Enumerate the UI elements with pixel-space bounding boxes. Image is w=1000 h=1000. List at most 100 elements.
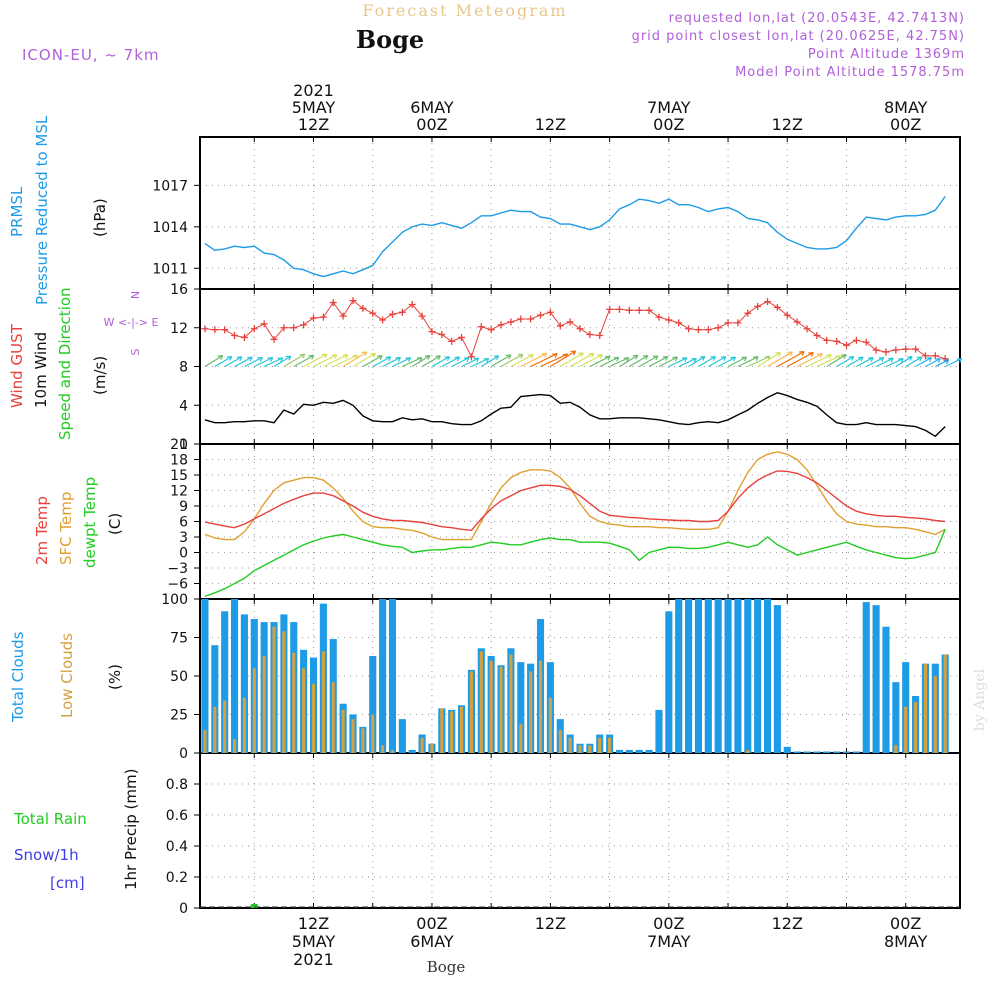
wind-arrow-head: [888, 357, 894, 363]
gust-marker: [408, 301, 416, 308]
low-cloud-bar: [746, 749, 750, 753]
precip-labels: Total Rain Snow/1h [cm] 1hr Precip (mm): [13, 769, 140, 892]
wind-arrow-head: [826, 354, 832, 360]
time-label-top: 12Z: [535, 115, 566, 134]
wind-arrow-head: [454, 356, 461, 362]
total-cloud-bar: [665, 611, 673, 753]
wind-arrow: [293, 354, 315, 368]
gust-marker: [369, 309, 377, 317]
panel-5: 0 0.2 0.4 0.6 0.8: [166, 752, 961, 917]
wind-arrow: [648, 356, 668, 368]
y-tick-label: 12: [170, 321, 188, 337]
gust-marker: [527, 315, 535, 323]
wind-arrow: [796, 353, 823, 368]
wind-arrow-head: [691, 357, 697, 363]
low-clouds-label: Low Clouds: [58, 633, 76, 718]
low-cloud-bar: [371, 714, 375, 753]
y-tick-label: 6: [179, 515, 188, 531]
wind-arrow-head: [642, 355, 649, 360]
wind-arrow: [658, 356, 678, 368]
gust-marker: [438, 331, 446, 339]
gust-marker: [537, 311, 545, 319]
y-tick-label: 75: [170, 631, 188, 647]
gust-marker: [694, 326, 702, 334]
time-label-top: 8MAY: [884, 98, 928, 117]
wind-arrow: [757, 352, 781, 368]
y-tick-label: 0: [179, 437, 188, 453]
gust-marker: [418, 312, 426, 320]
location-title: Boge: [356, 25, 424, 54]
total-cloud-bar: [398, 719, 406, 753]
wind-arrow-head: [267, 357, 274, 362]
wind-arrow: [352, 352, 376, 368]
wind-arrow-head: [361, 351, 368, 357]
footer-location: Boge: [427, 958, 466, 976]
wind-arrow: [461, 357, 479, 368]
gust-marker: [872, 346, 880, 354]
wind-arrow: [826, 354, 847, 368]
wind-arrow-head: [943, 359, 950, 365]
gust-marker: [842, 341, 850, 349]
wind-arrow-head: [956, 357, 963, 363]
wind-arrow-head: [662, 355, 669, 361]
clouds-unit-label: (%): [106, 664, 124, 690]
wind-arrow-head: [848, 355, 855, 361]
total-cloud-bar: [388, 599, 397, 753]
gust-marker: [507, 318, 515, 326]
gust-marker: [280, 324, 288, 332]
total-cloud-bar: [230, 599, 239, 753]
total-cloud-bar: [615, 749, 624, 753]
time-label-bottom: 5MAY: [292, 932, 336, 951]
wind-arrow-head: [652, 355, 659, 361]
y-tick-label: 100: [161, 592, 188, 608]
low-cloud-bar: [292, 652, 296, 753]
wind-arrow-head: [720, 356, 727, 361]
watermark: by Angel: [972, 668, 988, 731]
wind-arrow: [836, 356, 854, 368]
gust-marker: [221, 326, 229, 334]
gust-marker: [912, 345, 920, 353]
pressure-msl-label: Pressure Reduced to MSL: [33, 115, 51, 305]
low-cloud-bar: [499, 666, 503, 753]
total-cloud-bar: [211, 645, 219, 753]
y-tick-label: 0: [179, 746, 188, 762]
time-label-bottom: 12Z: [298, 914, 329, 933]
low-cloud-bar: [203, 729, 207, 753]
y-tick-label: 12: [170, 484, 188, 500]
wind-arrow: [540, 353, 568, 368]
wind-arrow: [727, 356, 747, 368]
wind-arrow: [609, 357, 630, 368]
gust-marker: [596, 332, 604, 339]
wind-arrow-head: [385, 356, 392, 362]
wind-arrow: [520, 352, 548, 368]
total-cloud-bar: [714, 599, 722, 753]
wind-arrow-head: [463, 357, 470, 363]
gust-marker: [398, 308, 406, 316]
low-cloud-bar: [232, 739, 237, 753]
wind-arrow-head: [226, 355, 233, 361]
panel-frame: [199, 752, 961, 909]
t2m-line: [204, 470, 946, 532]
wind-arrow: [678, 357, 697, 368]
gust-marker: [635, 306, 643, 314]
gust-marker: [379, 316, 387, 324]
gust-marker: [833, 337, 841, 345]
gust-marker: [250, 325, 258, 333]
time-label-bottom: 7MAY: [647, 932, 691, 951]
time-label-bottom: 2021: [293, 950, 334, 969]
total-cloud-bar: [773, 605, 781, 753]
wind-arrow: [204, 355, 223, 368]
wind-arrow: [875, 357, 894, 368]
wind-arrow: [530, 353, 558, 368]
time-label-bottom: 12Z: [772, 914, 803, 933]
gust-marker: [497, 321, 505, 329]
wind-unit-label: (m/s): [91, 356, 109, 395]
time-label-bottom: 00Z: [890, 914, 921, 933]
wind-arrow: [451, 357, 470, 368]
total-cloud-bar: [783, 746, 791, 753]
gust-marker: [852, 336, 860, 344]
wind-arrow: [372, 356, 392, 368]
gust-marker: [606, 305, 614, 313]
low-cloud-bar: [894, 745, 898, 753]
